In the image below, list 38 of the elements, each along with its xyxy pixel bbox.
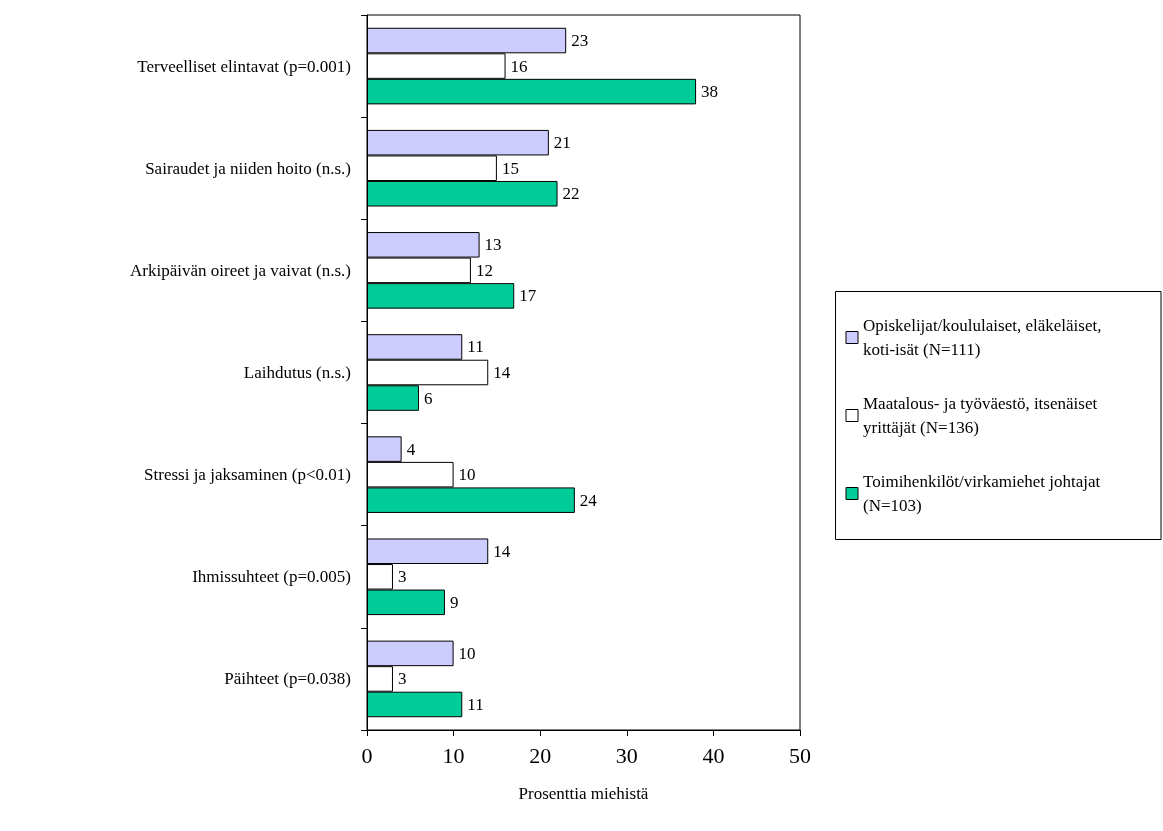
- data-label: 15: [501, 158, 519, 178]
- x-tick-label: 50: [789, 742, 811, 768]
- data-label: 21: [553, 133, 571, 153]
- legend-label: Opiskelijat/koululaiset, eläkeläiset, koti-isät (N=111): [863, 316, 1106, 359]
- data-label: 11: [467, 694, 484, 714]
- y-tick-label: Terveelliset elintavat (p=0.001): [137, 56, 351, 76]
- data-label: 6: [423, 388, 433, 408]
- data-label: 9: [449, 592, 459, 612]
- y-tick-label: Sairaudet ja niiden hoito (n.s.): [145, 158, 351, 178]
- data-label: 17: [519, 286, 537, 306]
- x-tick-label: 0: [361, 742, 373, 768]
- data-label: 12: [475, 260, 493, 280]
- data-label: 14: [493, 541, 511, 561]
- data-label: 13: [484, 235, 502, 255]
- data-label: 11: [467, 337, 484, 357]
- data-label: 10: [458, 465, 476, 485]
- x-tick-label: 10: [442, 742, 465, 768]
- y-tick-label: Arkipäivän oireet ja vaivat (n.s.): [130, 260, 351, 280]
- y-tick-label: Laihdutus (n.s.): [243, 363, 351, 382]
- x-tick-label: 40: [702, 742, 725, 768]
- data-label: 16: [510, 56, 528, 76]
- x-tick-label: 20: [529, 742, 552, 768]
- data-label: 3: [397, 669, 407, 689]
- data-label: 24: [579, 490, 598, 510]
- data-label: 4: [406, 439, 416, 459]
- data-label: 23: [571, 31, 589, 51]
- y-tick-label: Päihteet (p=0.038): [224, 669, 351, 689]
- data-label: 22: [562, 184, 580, 204]
- data-label: 38: [701, 82, 719, 102]
- data-label: 10: [458, 643, 476, 663]
- x-tick-label: 30: [615, 742, 638, 768]
- y-tick-label: Ihmissuhteet (p=0.005): [192, 567, 351, 587]
- data-label: 14: [493, 363, 511, 382]
- data-label: 3: [397, 567, 407, 587]
- legend-label: Toimihenkilöt/virkamiehet johtajat (N=103): [863, 472, 1105, 515]
- y-tick-label: Stressi ja jaksaminen (p<0.01): [144, 465, 351, 485]
- legend-label: Maatalous- ja työväestö, itsenäiset yrittäjät (N=136): [863, 394, 1102, 437]
- x-axis-title: Prosenttia miehistä: [518, 784, 649, 803]
